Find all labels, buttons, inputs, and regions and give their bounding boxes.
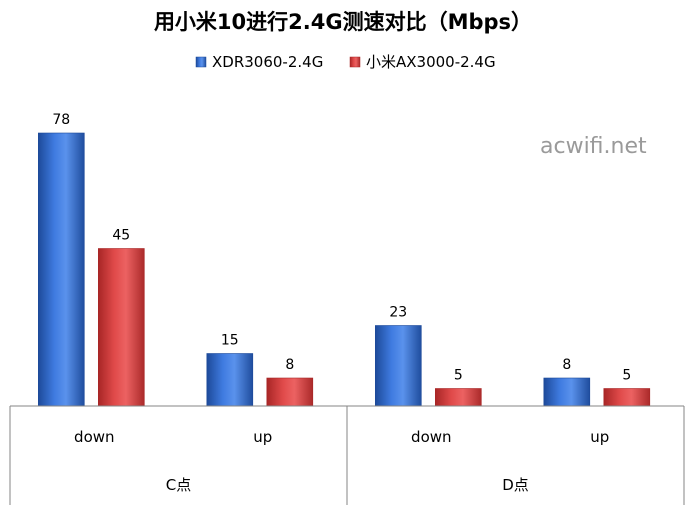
group-label-1: D点 [502,476,529,494]
data-label-series-1-cat-3: 5 [622,368,631,384]
data-label-series-0-cat-0: 78 [52,112,70,128]
bar-series-1-cat-3 [603,388,651,407]
bar-series-1-cat-1 [266,377,314,407]
watermark: acwifi.net [540,134,647,159]
group-label-0: C点 [166,476,191,494]
bar-series-0-cat-3 [543,377,591,407]
data-label-series-0-cat-3: 8 [562,357,571,373]
axis-layer: down up down up C点 D点 [9,405,685,505]
legend-label-series-1: 小米AX3000-2.4G [366,53,496,71]
data-label-series-1-cat-0: 45 [112,228,130,244]
bar-series-0-cat-1 [206,353,254,407]
bars-layer: 78 45 15 8 23 5 8 5 [37,112,651,407]
category-label-1: up [253,428,272,446]
legend-label-series-0: XDR3060-2.4G [212,53,323,71]
category-label-0: down [74,428,114,446]
category-label-2: down [411,428,451,446]
legend-swatch-series-0 [195,56,207,68]
bar-series-0-cat-0 [37,132,85,407]
data-label-series-1-cat-1: 8 [285,357,294,373]
data-label-series-1-cat-2: 5 [454,368,463,384]
bar-series-0-cat-2 [374,325,422,407]
chart-title: 用小米10进行2.4G测速对比（Mbps） [154,10,532,34]
category-label-3: up [590,428,609,446]
bar-series-1-cat-2 [434,388,482,407]
data-label-series-0-cat-1: 15 [221,333,239,349]
legend: XDR3060-2.4G 小米AX3000-2.4G [195,53,496,71]
legend-swatch-series-1 [349,56,361,68]
data-label-series-0-cat-2: 23 [389,305,407,321]
bar-series-1-cat-0 [98,248,145,407]
